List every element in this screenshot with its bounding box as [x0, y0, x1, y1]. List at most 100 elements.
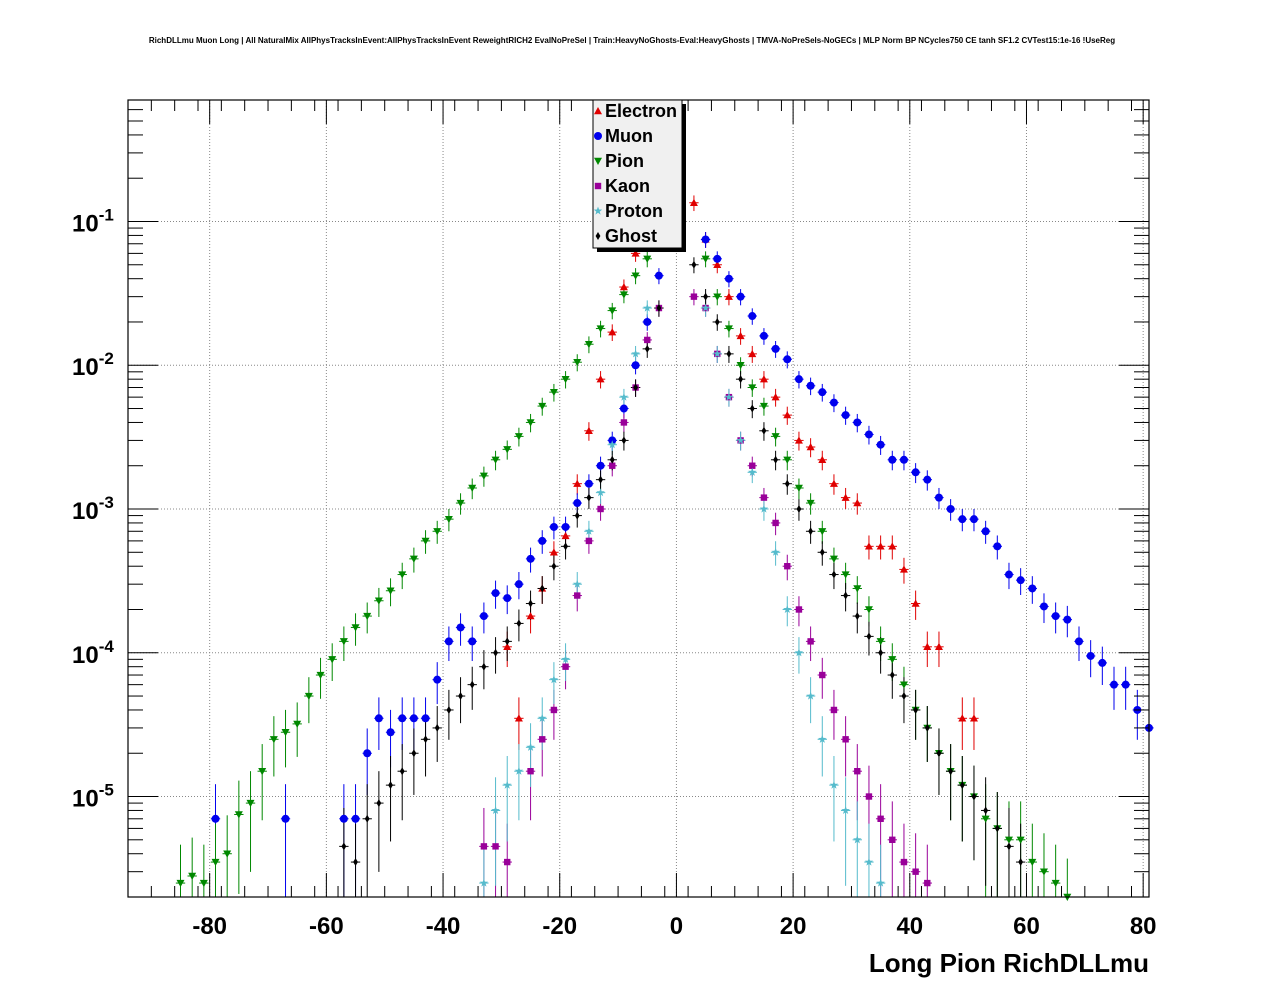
legend-proton-marker — [593, 206, 603, 215]
pion-point — [538, 402, 547, 411]
ghost-point — [819, 548, 825, 557]
electron-point — [829, 479, 838, 487]
ghost-point — [493, 648, 498, 657]
kaon-point — [842, 736, 849, 743]
muon-point — [573, 499, 582, 508]
electron-point — [713, 260, 722, 268]
muon-point — [1016, 576, 1025, 585]
muon-point — [409, 714, 418, 723]
ghost-point — [994, 824, 1000, 833]
pion-point — [619, 291, 628, 299]
kaon-point — [585, 537, 593, 545]
y-axis: 10-1 10-2 10-3 10-4 10-5 — [72, 109, 1149, 898]
ghost-point — [364, 814, 370, 823]
ghost-point — [539, 584, 545, 593]
muon-point — [701, 235, 710, 244]
pion-point — [444, 515, 453, 524]
muon-point — [794, 375, 803, 384]
pion-point — [223, 850, 232, 858]
ghost-point — [959, 781, 965, 790]
ghost-point — [399, 767, 405, 776]
muon-point — [1086, 651, 1095, 660]
y-tick-label: 10-5 — [72, 781, 114, 813]
pion-point — [853, 585, 862, 593]
pion-point — [806, 499, 815, 508]
pion-point — [829, 555, 838, 563]
electron-point — [794, 436, 803, 444]
pion-point — [281, 729, 290, 737]
muon-point — [748, 312, 757, 321]
ghost-point — [341, 842, 347, 851]
legend-box — [592, 99, 683, 249]
legend-pion-marker — [594, 157, 602, 165]
electron-point — [596, 375, 605, 383]
muon-point — [584, 479, 593, 488]
electron-point — [934, 642, 943, 651]
x-axis-label: Long Pion RichDLLmu — [869, 948, 1149, 978]
kaon-point — [760, 494, 768, 501]
ghost-point — [434, 723, 440, 732]
ghost-point — [784, 479, 790, 488]
ghost-point — [574, 511, 580, 520]
pion-point — [631, 272, 640, 280]
ghost-point — [691, 260, 697, 269]
pion-point — [246, 799, 255, 808]
pion-point — [468, 484, 477, 492]
electron-point — [899, 565, 908, 573]
pion-point — [864, 606, 873, 614]
muon-point — [468, 637, 477, 646]
proton-point — [619, 392, 629, 401]
ghost-point — [983, 806, 989, 815]
electron-point — [514, 714, 523, 722]
y-tick-label: 10-4 — [72, 637, 114, 669]
kaon-point — [690, 293, 698, 300]
proton-point — [491, 806, 500, 814]
kaon-point — [504, 858, 511, 866]
kaon-point — [819, 671, 826, 679]
proton-point — [643, 303, 652, 312]
x-axis: -80 -60 -40 -20 0 20 40 60 80 — [150, 100, 1157, 940]
pion-point — [526, 419, 535, 427]
kaon-point — [877, 815, 884, 822]
electron-point — [631, 249, 640, 257]
ghost-point — [878, 648, 884, 657]
muon-point — [654, 271, 663, 280]
muon-point — [549, 522, 558, 531]
proton-point — [479, 878, 489, 887]
muon-point — [853, 418, 862, 427]
ghost-point — [913, 705, 919, 714]
muon-point — [514, 580, 523, 589]
proton-point — [759, 504, 769, 513]
pion-point — [363, 612, 372, 621]
electron-point — [911, 599, 920, 607]
ghost-point — [761, 426, 767, 435]
proton-point — [538, 713, 547, 722]
proton-point — [876, 878, 885, 887]
kaon-point — [900, 858, 908, 866]
legend-proton-label: Proton — [605, 201, 663, 221]
pion-point — [293, 720, 302, 728]
electron-point — [573, 479, 582, 487]
pion-point — [234, 811, 243, 819]
muon-point — [876, 440, 885, 449]
electron-point — [864, 542, 873, 550]
electron-point — [619, 283, 628, 291]
proton-point — [771, 547, 780, 556]
kaon-point — [492, 843, 499, 850]
pion-point — [713, 293, 722, 301]
proton-point — [701, 303, 710, 312]
proton-point — [561, 654, 570, 663]
pion-point — [783, 456, 792, 464]
kaon-point — [527, 768, 534, 775]
legend-ghost-marker — [595, 232, 601, 240]
ghost-point — [621, 436, 627, 445]
proton-point — [596, 488, 605, 497]
muon-point — [864, 430, 873, 439]
x-tick-label: -80 — [192, 913, 227, 940]
proton-point — [806, 691, 815, 700]
ghost-point — [376, 799, 382, 808]
kaon-point — [784, 563, 791, 570]
pion-point — [386, 587, 395, 595]
muon-point — [1074, 637, 1083, 646]
